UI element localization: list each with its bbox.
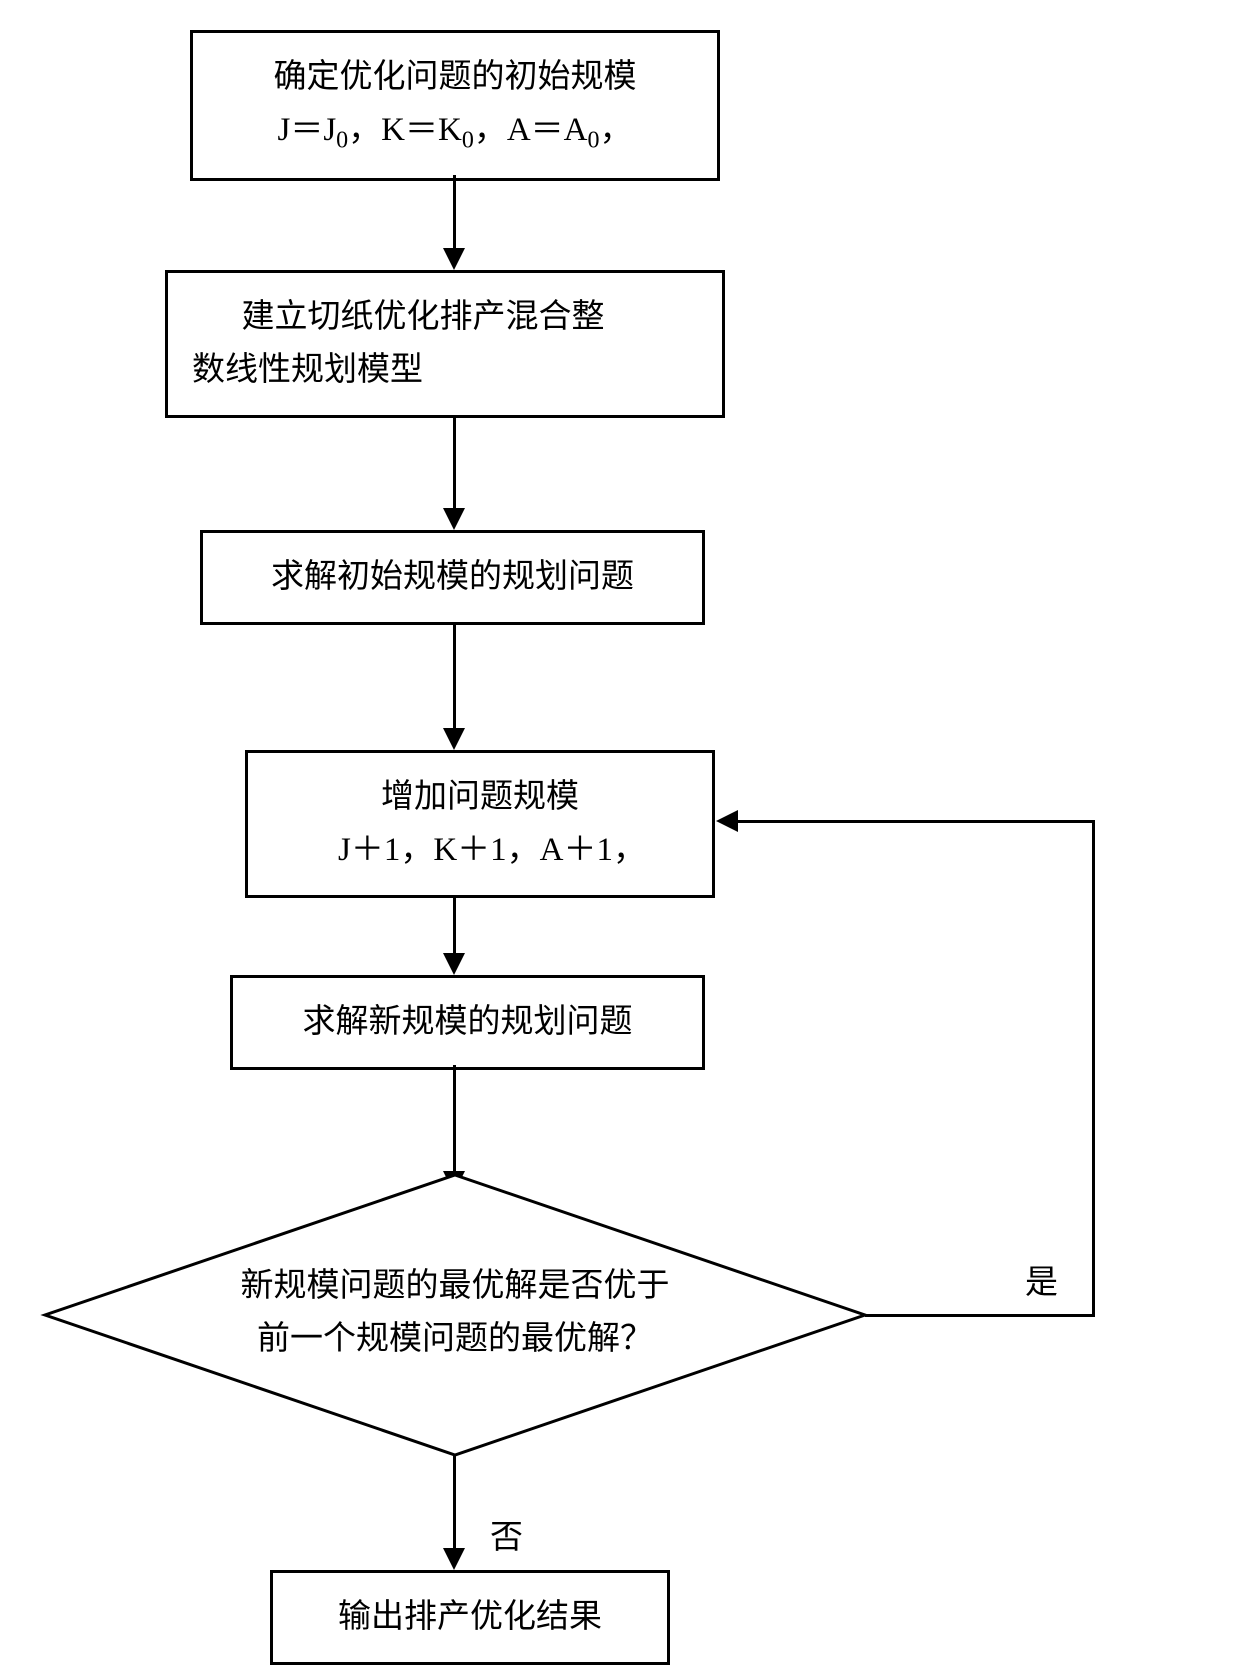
arrowhead (716, 810, 738, 832)
arrow (865, 1314, 1095, 1317)
node-text: 建立切纸优化排产混合整 (192, 291, 698, 344)
node-text: 增加问题规模 (272, 771, 688, 824)
node-text: 输出排产优化结果 (338, 1599, 602, 1635)
node-output: 输出排产优化结果 (270, 1570, 670, 1665)
arrow (737, 820, 1095, 823)
arrow (1092, 820, 1095, 1317)
node-text: 确定优化问题的初始规模 (217, 51, 693, 104)
node-text: J＝J0，K＝K0，A＝A0， (217, 104, 693, 160)
node-solve-initial: 求解初始规模的规划问题 (200, 530, 705, 625)
node-text: 数线性规划模型 (192, 344, 698, 397)
arrowhead (443, 248, 465, 270)
node-text: J＋1，K＋1，A＋1， (272, 824, 688, 877)
arrow (453, 622, 456, 730)
node-text: 求解初始规模的规划问题 (271, 559, 634, 595)
node-text: 求解新规模的规划问题 (303, 1004, 633, 1040)
arrowhead (443, 728, 465, 750)
arrow (453, 415, 456, 510)
arrowhead (443, 1548, 465, 1570)
node-build-model: 建立切纸优化排产混合整 数线性规划模型 (165, 270, 725, 418)
arrow (453, 175, 456, 250)
node-solve-new: 求解新规模的规划问题 (230, 975, 705, 1070)
node-initial-scale: 确定优化问题的初始规模 J＝J0，K＝K0，A＝A0， (190, 30, 720, 181)
decision-text: 新规模问题的最优解是否优于 前一个规模问题的最优解？ (35, 1260, 875, 1366)
node-increase-scale: 增加问题规模 J＋1，K＋1，A＋1， (245, 750, 715, 898)
arrowhead (443, 508, 465, 530)
arrow (453, 895, 456, 955)
arrow (453, 1455, 456, 1550)
label-no: 否 (490, 1510, 523, 1558)
arrow (453, 1065, 456, 1173)
flowchart-container: 确定优化问题的初始规模 J＝J0，K＝K0，A＝A0， 建立切纸优化排产混合整 … (0, 0, 1239, 1673)
label-yes: 是 (1025, 1255, 1058, 1303)
arrowhead (443, 953, 465, 975)
